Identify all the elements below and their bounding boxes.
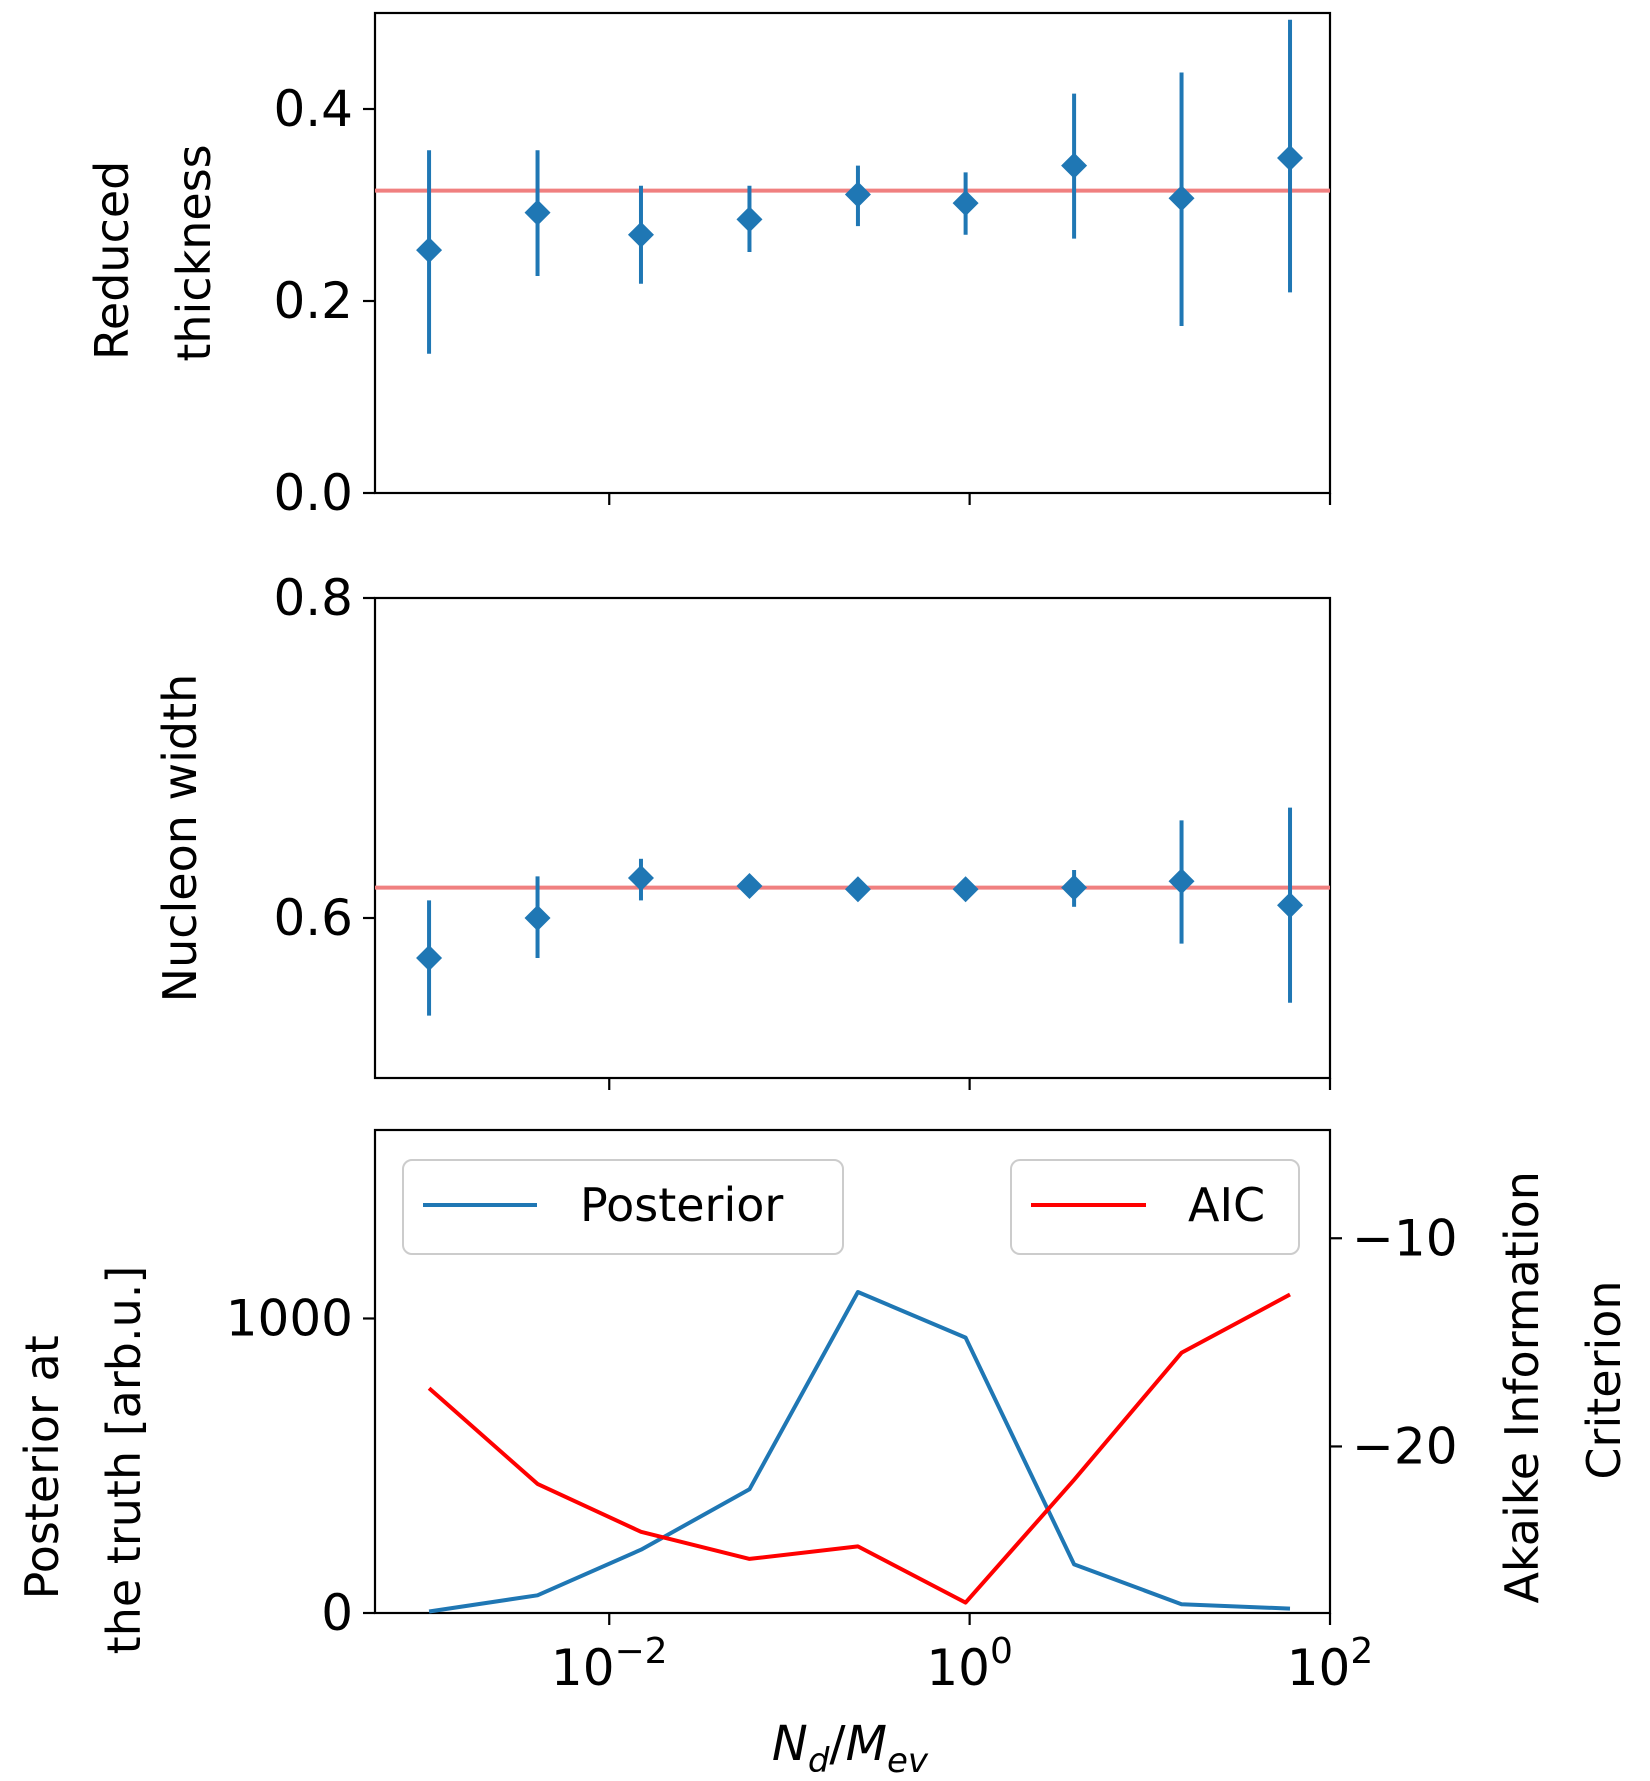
diamond-marker <box>627 221 654 248</box>
y-axis-label-line-1: Akaike Information <box>1495 1171 1549 1603</box>
series-lines <box>427 1290 1291 1614</box>
y-axis-label: Nucleon width <box>153 674 207 1003</box>
legend-box <box>402 1159 844 1255</box>
y-axis-label-line-2: Criterion <box>1577 1280 1631 1479</box>
x-axis-label-ev: ev <box>887 1741 929 1781</box>
y-tick-label: 0.8 <box>273 569 353 627</box>
x-ticks: 10−2 100 102 <box>551 1613 1373 1697</box>
y-axis-label-right: Akaike Information Criterion <box>1495 1156 1631 1603</box>
legend-label: AIC <box>1188 1178 1265 1232</box>
y-tick-label: 1000 <box>226 1289 353 1347</box>
diamond-marker <box>952 876 979 903</box>
x-tick-label: 102 <box>1287 1631 1374 1697</box>
diamond-marker <box>1061 874 1088 901</box>
diamond-marker <box>416 945 443 971</box>
x-axis-label: Nd/Mev <box>772 1716 929 1781</box>
panel-nucleon-width: 0.6 0.8 Nucleon width <box>153 569 1332 1090</box>
y-ticks: 0.0 0.2 0.4 <box>273 80 375 522</box>
y-tick-label: −20 <box>1352 1417 1458 1475</box>
y-tick-label: −10 <box>1352 1209 1458 1267</box>
y-axis-label: Reduced thickness <box>85 144 221 361</box>
x-tick-label: 10−2 <box>551 1631 668 1697</box>
data-points <box>416 19 1304 354</box>
diamond-marker <box>416 237 443 264</box>
y-axis-label-line-2: the truth [arb.u.] <box>97 1266 151 1655</box>
y-ticks-right: −10 −20 <box>1330 1209 1458 1475</box>
y-tick-label: 0.6 <box>273 889 353 947</box>
y-axis-label-line-1: Reduced <box>85 161 139 360</box>
diamond-marker <box>844 876 871 903</box>
diamond-marker <box>844 181 871 208</box>
diamond-marker <box>736 206 763 233</box>
diamond-marker <box>524 199 551 226</box>
plot-frame <box>373 596 1332 1080</box>
y-tick-label: 0.0 <box>273 464 353 522</box>
x-axis-label-d: d <box>808 1741 830 1781</box>
diamond-marker <box>1277 144 1304 171</box>
diamond-marker <box>1277 892 1304 919</box>
panel-posterior-aic: 10−2 100 102 0 1000 −10 −20 Posterior AIC Po… <box>15 1128 1631 1781</box>
diamond-marker <box>736 873 763 899</box>
y-tick-label: 0.2 <box>273 272 353 330</box>
diamond-marker <box>952 190 979 217</box>
panel-reduced-thickness: 0.0 0.2 0.4 Reduced thickness <box>85 11 1332 522</box>
aic-line <box>427 1292 1291 1605</box>
legend-box <box>1010 1159 1300 1255</box>
posterior-line <box>428 1290 1291 1614</box>
plot-frame <box>373 11 1332 495</box>
diamond-marker <box>1168 868 1195 895</box>
x-tick-marks <box>608 1078 1332 1090</box>
y-ticks-left: 0 1000 <box>226 1289 375 1642</box>
diamond-marker <box>1061 152 1088 179</box>
y-axis-label-left: Posterior at the truth [arb.u.] <box>15 1266 151 1655</box>
diamond-marker <box>524 905 551 931</box>
x-axis-label-m: M <box>846 1716 887 1772</box>
y-tick-label: 0 <box>321 1584 353 1642</box>
y-ticks: 0.6 0.8 <box>273 569 375 947</box>
x-axis-label-n: N <box>772 1716 808 1772</box>
data-points <box>416 807 1304 1016</box>
y-tick-label: 0.4 <box>273 80 353 138</box>
y-axis-label-line-2: thickness <box>167 144 221 361</box>
x-tick-marks <box>608 493 1332 505</box>
plot-frame <box>373 1128 1332 1615</box>
legend-posterior: Posterior <box>402 1159 844 1255</box>
x-axis-label-slash: / <box>829 1716 846 1772</box>
legend-label: Posterior <box>580 1178 783 1232</box>
diamond-marker <box>1168 185 1195 212</box>
y-axis-label-line-1: Posterior at <box>15 1335 69 1599</box>
diamond-marker <box>627 865 654 891</box>
y-axis-label-line-1: Nucleon width <box>153 674 207 1003</box>
legend-aic: AIC <box>1010 1159 1300 1255</box>
x-tick-label: 100 <box>926 1631 1013 1697</box>
